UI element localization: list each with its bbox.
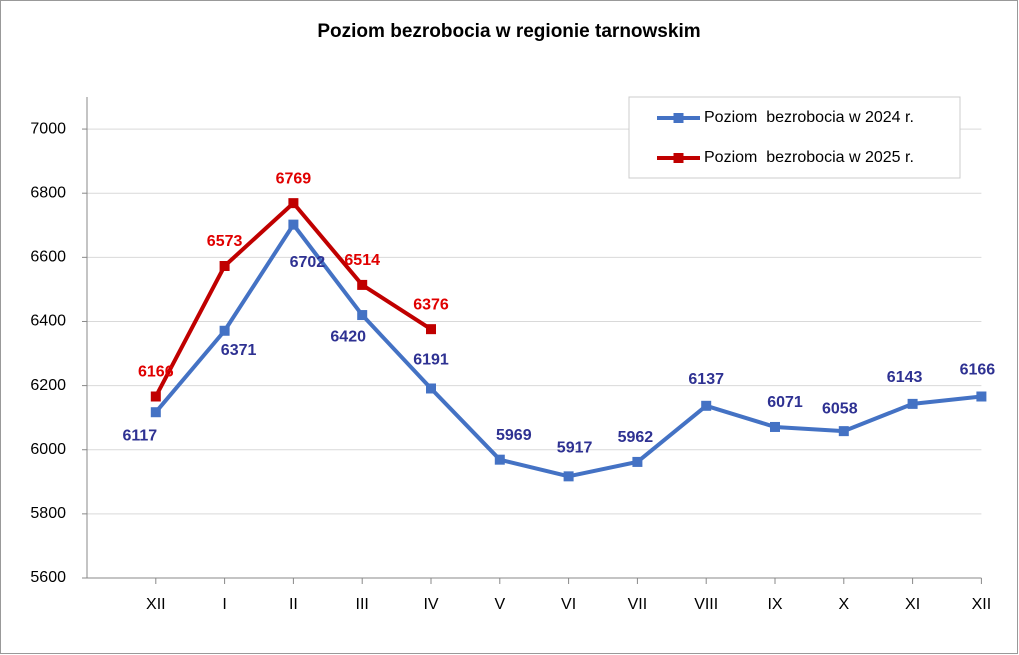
x-tick-label: I [222, 596, 226, 613]
marker [150, 391, 161, 402]
data-label: 6071 [767, 394, 803, 411]
marker [426, 383, 436, 394]
data-label: 6769 [276, 170, 312, 187]
legend-marker [673, 113, 684, 123]
x-tick-label: II [289, 596, 298, 613]
marker [426, 324, 436, 335]
data-label: 6371 [221, 342, 257, 359]
data-label: 6166 [138, 364, 174, 381]
x-tick-label: VIII [694, 596, 718, 613]
data-label: 6420 [330, 328, 366, 345]
y-tick-label: 5600 [30, 569, 66, 586]
marker [632, 456, 643, 467]
data-label: 6166 [960, 362, 996, 379]
legend-label: Poziom bezrobocia w 2024 r. [704, 109, 914, 126]
chart-title: Poziom bezrobocia w regionie tarnowskim [317, 21, 700, 42]
data-label: 5962 [618, 429, 654, 446]
data-label: 6702 [290, 254, 326, 271]
y-tick-label: 6000 [30, 441, 66, 458]
y-tick-label: 6200 [30, 377, 66, 394]
x-tick-label: XII [146, 596, 166, 613]
data-label: 5917 [557, 440, 593, 457]
x-tick-label: VI [561, 596, 576, 613]
marker [563, 471, 574, 482]
marker [494, 454, 505, 465]
y-tick-label: 7000 [30, 120, 66, 137]
x-tick-label: V [494, 596, 505, 613]
x-tick-label: XII [972, 596, 992, 613]
marker [288, 219, 299, 230]
data-label: 6137 [688, 371, 724, 388]
y-tick-label: 5800 [30, 505, 66, 522]
marker [357, 310, 368, 321]
data-label: 6058 [822, 400, 858, 417]
y-tick-label: 6400 [30, 313, 66, 330]
marker [976, 391, 987, 402]
legend [628, 96, 961, 179]
y-tick-label: 6800 [30, 184, 66, 201]
legend-label: Poziom bezrobocia w 2025 r. [704, 149, 914, 166]
marker [838, 426, 849, 437]
x-tick-label: VII [628, 596, 648, 613]
marker [219, 325, 230, 336]
marker [288, 198, 299, 209]
data-label: 6376 [413, 296, 449, 313]
data-label: 6117 [122, 427, 157, 444]
grid [82, 97, 982, 584]
marker [357, 279, 368, 290]
x-tick-label: IV [423, 596, 438, 613]
legend-marker [673, 153, 684, 163]
data-label: 5969 [496, 427, 532, 444]
data-label: 6143 [887, 369, 923, 386]
data-label: 6573 [207, 233, 243, 250]
marker [770, 421, 780, 432]
marker [150, 407, 161, 418]
marker [907, 398, 918, 409]
marker [219, 260, 230, 271]
x-tick-label: IX [767, 596, 782, 613]
plot [150, 198, 987, 482]
marker [701, 400, 712, 411]
data-label: 6191 [413, 352, 449, 369]
x-tick-label: III [356, 596, 369, 613]
data-label: 6514 [344, 252, 380, 269]
x-tick-label: X [838, 596, 849, 613]
x-tick-label: XI [905, 596, 920, 613]
y-tick-label: 6600 [30, 249, 66, 266]
